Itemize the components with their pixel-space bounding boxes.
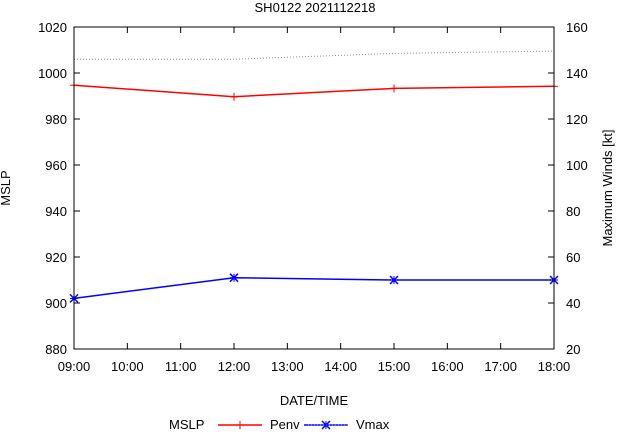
plot-series <box>69 50 559 303</box>
y-tick-label-880: 880 <box>45 342 67 357</box>
y2-tick-label-100: 100 <box>566 158 588 173</box>
x-tick-label-1: 10:00 <box>111 359 144 374</box>
legend-marker-penv <box>236 421 244 429</box>
y2-tick-label-140: 140 <box>566 66 588 81</box>
y2-tick-label-20: 20 <box>566 342 580 357</box>
y-tick-label-1020: 1020 <box>38 20 67 35</box>
series-dotted-reference-line <box>74 50 555 60</box>
series-vmax-point-2 <box>389 275 399 285</box>
legend: MSLP Penv Vmax <box>169 417 390 432</box>
y-tick-label-920: 920 <box>45 250 67 265</box>
y2-axis-label: Maximum Winds [kt] <box>600 129 615 246</box>
axis-ticks: 880 900 920 940 960 980 1000 1020 20 40 60 80 100 120… <box>38 20 588 374</box>
y2-tick-label-40: 40 <box>566 296 580 311</box>
legend-label-penv: Penv <box>270 417 300 432</box>
plot-frame <box>73 26 555 350</box>
chart-title: SH0122 2021112218 <box>255 0 376 15</box>
series-vmax-point-2-d2 <box>389 275 399 285</box>
x-tick-label-4: 13:00 <box>271 359 304 374</box>
series-vmax-line <box>73 276 554 300</box>
x-tick-label-0: 09:00 <box>58 359 91 374</box>
y2-tick-label-120: 120 <box>566 112 588 127</box>
x-tick-label-5: 14:00 <box>324 359 357 374</box>
y2-tick-label-60: 60 <box>566 250 580 265</box>
x-tick-label-7: 16:00 <box>431 359 464 374</box>
x-tick-label-2: 11:00 <box>165 359 197 374</box>
x-axis-label: DATE/TIME <box>280 393 349 408</box>
y2-tick-label-80: 80 <box>566 204 580 219</box>
series-penv-line <box>73 84 555 98</box>
legend-label-vmax: Vmax <box>356 417 390 432</box>
y2-tick-label-160: 160 <box>566 20 588 35</box>
x-tick-label-3: 12:00 <box>218 359 251 374</box>
series-vmax-point-1-d2 <box>229 273 239 283</box>
y-tick-label-900: 900 <box>45 296 67 311</box>
y-tick-label-1000: 1000 <box>38 66 67 81</box>
y-tick-label-940: 940 <box>45 204 67 219</box>
y-axis-label: MSLP <box>0 170 13 205</box>
x-tick-label-6: 15:00 <box>378 359 411 374</box>
x-tick-label-8: 17:00 <box>484 359 517 374</box>
x-tick-label-9: 18:00 <box>538 359 571 374</box>
y-tick-label-960: 960 <box>45 158 67 173</box>
series-penv-point-2 <box>390 84 398 93</box>
series-penv-point-1 <box>230 92 238 101</box>
y-tick-label-980: 980 <box>45 112 67 127</box>
series-vmax-point-1 <box>229 273 239 283</box>
legend-title: MSLP <box>169 417 204 432</box>
